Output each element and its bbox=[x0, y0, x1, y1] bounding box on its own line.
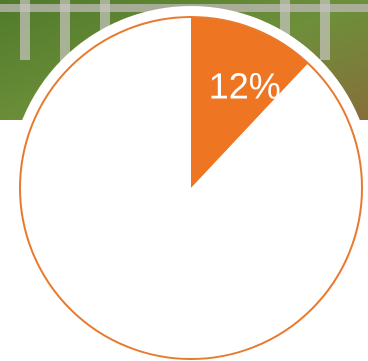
pie-slice bbox=[191, 17, 309, 188]
pie-outline bbox=[19, 16, 363, 360]
pie-slice bbox=[19, 17, 363, 360]
slice-label: 12% bbox=[209, 65, 281, 106]
pie: 12% bbox=[19, 16, 363, 360]
